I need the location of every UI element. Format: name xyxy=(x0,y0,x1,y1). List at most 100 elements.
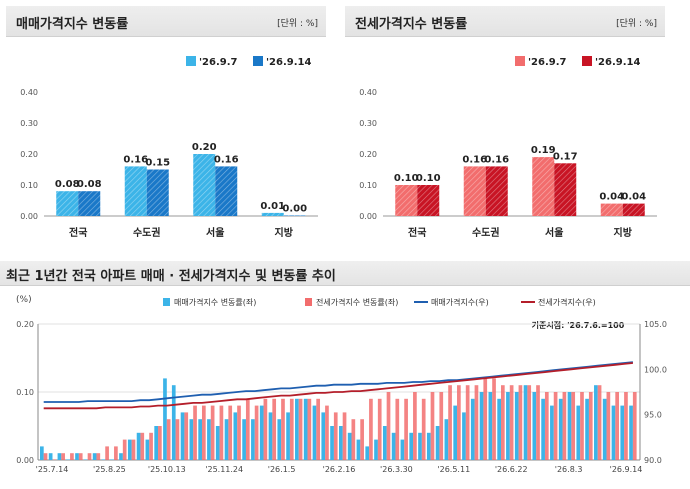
sale-change-bar xyxy=(356,439,361,460)
jeonse-change-bar xyxy=(527,385,532,460)
sale-change-bar xyxy=(418,432,422,460)
x-tick-label: '25.7.14 xyxy=(36,465,69,474)
sale-index-line xyxy=(43,361,633,403)
y-tick-label: 0.00 xyxy=(359,212,377,221)
x-category-label: 지방 xyxy=(614,226,633,239)
x-tick-label: '25.10.13 xyxy=(148,465,186,474)
y-tick-label: 0.40 xyxy=(20,88,38,97)
sale-change-bar xyxy=(224,419,229,460)
sale-change-bar xyxy=(136,432,141,460)
jeonse-change-bar xyxy=(96,453,101,460)
jeonse-change-bar xyxy=(492,378,496,460)
sale-change-bar xyxy=(426,432,431,460)
jeonse-change-bar xyxy=(166,419,171,460)
jeonse-change-bar xyxy=(140,432,145,460)
jeonse-change-bar xyxy=(228,405,233,460)
bar-prev xyxy=(124,166,147,216)
jeonse-change-bar xyxy=(158,426,162,460)
bar-cur xyxy=(622,203,645,216)
jeonse-change-bar xyxy=(272,398,277,460)
x-tick-label: '26.1.5 xyxy=(268,465,296,474)
sale-change-bar xyxy=(339,426,343,460)
sale-change-panel: 매매가격지수 변동률 [단위 : %] '26.9.7 '26.9.14 0.0… xyxy=(6,6,326,246)
sale-change-bar xyxy=(207,419,211,460)
legend-label: 전세가격지수 변동률(좌) xyxy=(316,297,398,307)
sale-change-bar xyxy=(400,439,405,460)
jeonse-change-bar xyxy=(245,398,250,460)
jeonse-change-bar xyxy=(606,392,611,460)
jeonse-change-bar xyxy=(325,405,329,460)
jeonse-change-bar xyxy=(465,385,470,460)
jeonse-change-bar xyxy=(87,453,92,460)
jeonse-change-bar xyxy=(122,439,127,460)
sale-change-bar xyxy=(277,419,282,460)
sale-change-bar xyxy=(295,398,299,460)
legend-label: '26.9.14 xyxy=(265,57,312,68)
trend-title: 최근 1년간 전국 아파트 매매 · 전세가격지수 및 변동률 추이 xyxy=(6,269,336,284)
jeonse-index-line xyxy=(43,362,633,410)
sale-change-bar xyxy=(444,419,449,460)
sale-bar-chart: 0.000.100.200.300.40전국0.080.08수도권0.160.1… xyxy=(20,88,318,239)
sale-change-bar xyxy=(594,385,598,460)
bar-data-label: 0.16 xyxy=(484,154,509,165)
sale-unit-note: [단위 : %] xyxy=(277,19,318,29)
bar-data-label: 0.00 xyxy=(282,204,307,215)
sale-change-bar xyxy=(479,392,484,460)
jeonse-change-bar xyxy=(597,385,602,460)
sale-change-bar xyxy=(611,405,616,460)
bar-data-label: 0.16 xyxy=(123,154,148,165)
sale-change-bar xyxy=(567,392,572,460)
x-category-label: 서울 xyxy=(545,226,563,239)
bar-data-label: 0.10 xyxy=(394,173,419,184)
y-left-tick-label: 0.00 xyxy=(16,456,34,465)
y-right-tick-label: 100.0 xyxy=(644,365,667,374)
jeonse-change-bar xyxy=(351,419,356,460)
jeonse-change-bar xyxy=(571,392,576,460)
legend-item-jeonse-cur: '26.9.14 xyxy=(581,56,641,68)
sale-change-bar xyxy=(409,432,414,460)
sale-change-bar xyxy=(470,398,475,460)
sale-change-bar xyxy=(163,378,167,460)
x-tick-label: '26.2.16 xyxy=(323,465,356,474)
sale-change-bar xyxy=(506,392,510,460)
jeonse-change-bar xyxy=(342,412,347,460)
sale-change-bar xyxy=(435,426,440,460)
jeonse-legend: '26.9.7 '26.9.14 xyxy=(515,56,652,68)
sale-change-bar xyxy=(242,419,246,460)
jeonse-change-bar xyxy=(386,392,391,460)
sale-change-bar xyxy=(347,432,352,460)
jeonse-change-panel: 전세가격지수 변동률 [단위 : %] '26.9.7 '26.9.14 0.0… xyxy=(345,6,665,246)
sale-change-bar xyxy=(145,439,150,460)
jeonse-change-bar xyxy=(615,392,620,460)
jeonse-change-bar xyxy=(281,398,285,460)
sale-change-bar xyxy=(57,453,62,460)
bar-data-label: 0.10 xyxy=(416,173,441,184)
y-left-tick-label: 0.10 xyxy=(16,388,34,397)
jeonse-change-bar xyxy=(149,432,153,460)
legend-label: '26.9.14 xyxy=(594,57,641,68)
y-left-tick-label: 0.20 xyxy=(16,320,34,329)
jeonse-change-bar xyxy=(632,392,637,460)
sale-change-bar xyxy=(286,412,290,460)
jeonse-change-bar xyxy=(369,398,373,460)
y-tick-label: 0.10 xyxy=(359,181,377,190)
sale-change-bar xyxy=(75,453,79,460)
jeonse-change-bar xyxy=(175,419,180,460)
jeonse-change-bar xyxy=(263,398,268,460)
jeonse-panel-header: 전세가격지수 변동률 [단위 : %] xyxy=(345,6,665,37)
jeonse-change-bar xyxy=(316,398,321,460)
x-tick-label: '26.8.3 xyxy=(555,465,583,474)
jeonse-change-bar xyxy=(333,412,338,460)
x-category-label: 수도권 xyxy=(472,227,500,239)
sale-change-bar xyxy=(101,459,106,460)
sale-change-bar xyxy=(119,453,123,460)
jeonse-change-bar xyxy=(43,453,48,460)
trend-title-bar: 최근 1년간 전국 아파트 매매 · 전세가격지수 및 변동률 추이 xyxy=(0,261,690,286)
bar-cur xyxy=(417,185,440,216)
jeonse-change-bar xyxy=(404,398,408,460)
sale-change-bar xyxy=(453,405,458,460)
sale-change-bar xyxy=(154,426,159,460)
bar-data-label: 0.08 xyxy=(77,179,102,190)
sale-change-bar xyxy=(365,446,370,460)
jeonse-change-bar xyxy=(52,459,57,460)
